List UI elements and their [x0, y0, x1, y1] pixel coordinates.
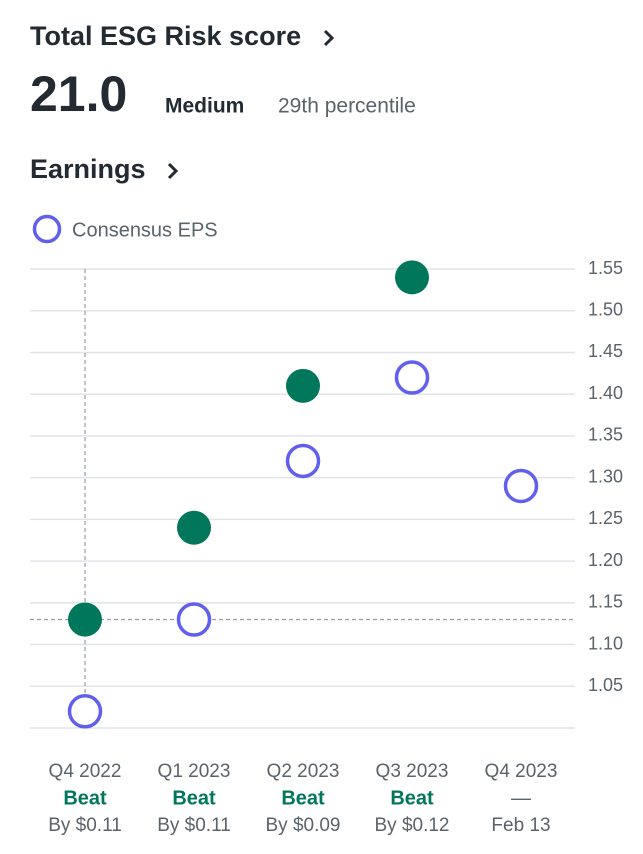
result-detail: Feb 13: [491, 815, 550, 836]
y-tick-label: 1.55: [588, 258, 623, 278]
y-tick-label: 1.50: [588, 299, 623, 319]
actual-point: [68, 602, 102, 637]
y-tick-label: 1.20: [588, 550, 623, 570]
esg-level: Medium: [165, 95, 244, 118]
x-tick-label: Q4 2022: [49, 761, 122, 782]
result-detail: By $0.11: [157, 815, 231, 836]
y-tick-label: 1.25: [588, 508, 623, 528]
y-tick-label: 1.35: [588, 425, 623, 445]
x-tick-label: Q4 2023: [485, 761, 558, 782]
chevron[interactable]: [167, 162, 179, 180]
consensus-point: [285, 443, 321, 479]
result-detail: By $0.11: [48, 815, 122, 836]
chart-title[interactable]: Earnings: [30, 154, 146, 184]
consensus-point: [394, 360, 430, 395]
result-label: —: [511, 787, 531, 809]
esg-score: 21.0: [30, 66, 127, 122]
y-tick-label: 1.30: [588, 466, 623, 486]
result-label: Beat: [281, 787, 325, 809]
result-label: Beat: [390, 787, 434, 809]
x-tick-label: Q3 2023: [376, 761, 449, 782]
actual-point: [395, 260, 429, 295]
consensus-point: [503, 468, 539, 504]
result-label: Beat: [172, 787, 216, 809]
consensus-point: [176, 602, 212, 637]
esg-percentile: 29th percentile: [278, 95, 416, 118]
y-tick-label: 1.40: [588, 383, 623, 403]
y-tick-label: 1.45: [588, 341, 623, 361]
x-tick-label: Q1 2023: [158, 761, 231, 782]
actual-point: [177, 510, 211, 545]
x-tick-label: Q2 2023: [267, 761, 340, 782]
legend-label: Consensus EPS: [72, 219, 218, 241]
result-detail: By $0.09: [266, 815, 341, 836]
y-tick-label: 1.10: [588, 633, 623, 653]
y-tick-label: 1.05: [588, 675, 623, 695]
consensus-point: [67, 694, 103, 729]
legend-marker: [32, 214, 62, 244]
result-label: Beat: [63, 787, 107, 809]
result-detail: By $0.12: [375, 815, 450, 836]
esg-title[interactable]: Total ESG Risk score: [30, 21, 301, 51]
chevron[interactable]: [323, 29, 335, 47]
y-tick-label: 1.15: [588, 592, 623, 612]
actual-point: [286, 368, 320, 403]
